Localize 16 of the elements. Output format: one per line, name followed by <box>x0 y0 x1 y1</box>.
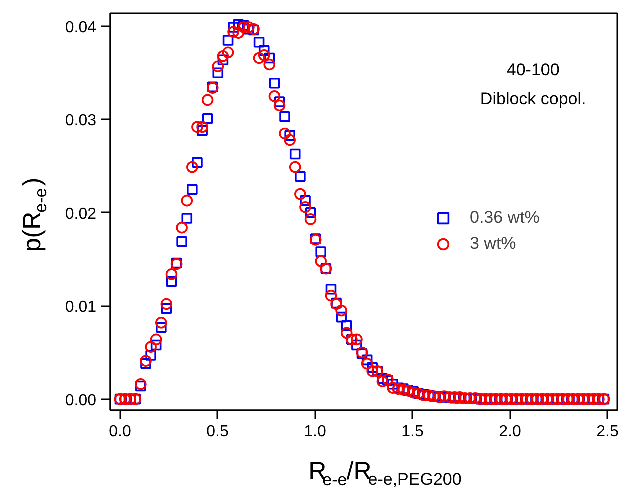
y-tick-label: 0.03 <box>65 112 97 130</box>
legend-label: 0.36 wt% <box>470 208 540 228</box>
x-tick-label: 0.0 <box>109 424 132 440</box>
y-tick-label: 0.01 <box>65 299 97 316</box>
y-tick-label: 0.04 <box>65 20 97 37</box>
y-axis-title: p(Re-e) <box>18 178 50 252</box>
annotation: Diblock copol. <box>480 90 586 108</box>
x-tick-label: 0.5 <box>206 424 229 440</box>
y-tick-label: 0.00 <box>65 392 97 410</box>
x-tick-label: 1.5 <box>402 424 424 440</box>
x-tick-label: 1.0 <box>304 424 326 440</box>
annotation: 40-100 <box>506 60 560 80</box>
y-tick-label: 0.02 <box>65 206 97 223</box>
x-tick-label: 2.0 <box>499 424 522 440</box>
legend-label: 3 wt% <box>470 234 516 254</box>
x-tick-label: 2.5 <box>596 424 619 440</box>
